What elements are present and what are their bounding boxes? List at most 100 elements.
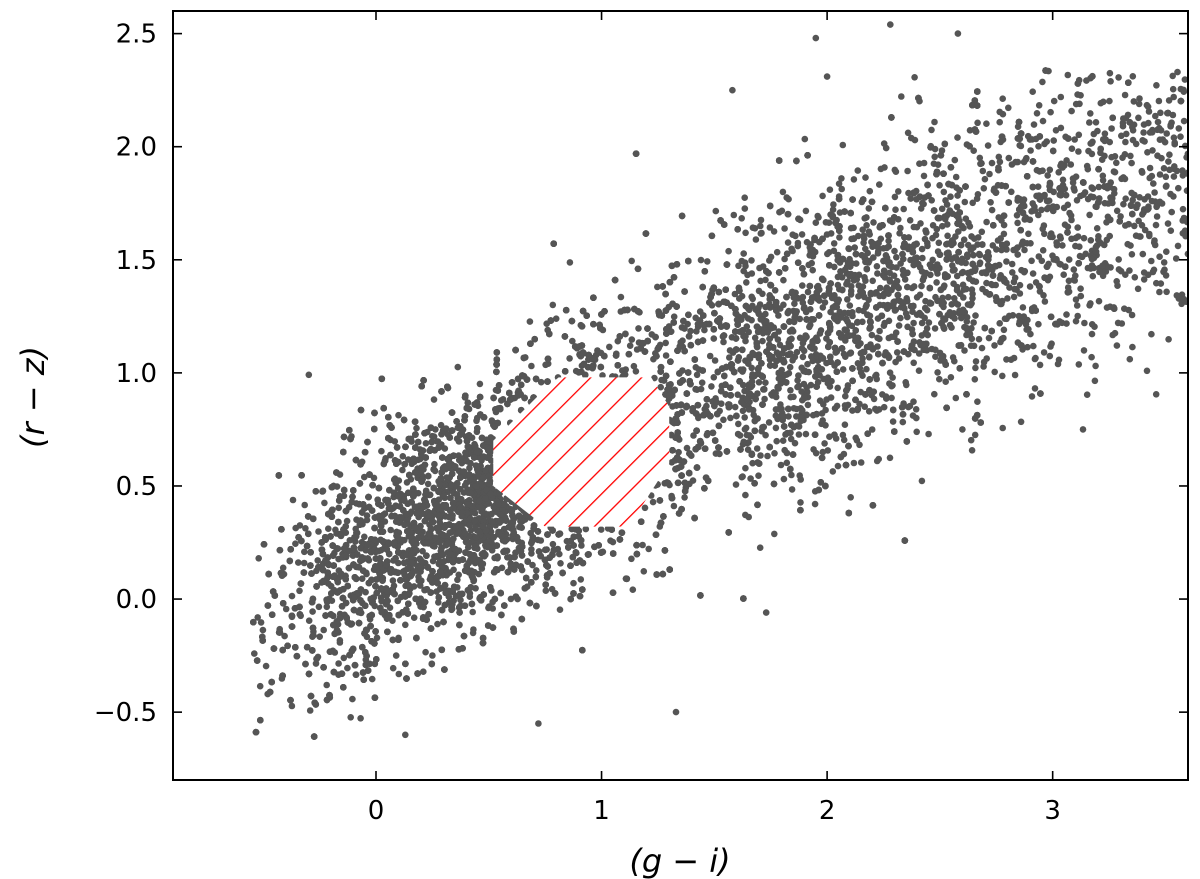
- scatter-points: [250, 21, 1188, 740]
- data-point: [597, 526, 605, 533]
- data-point: [799, 339, 807, 347]
- data-point: [429, 557, 437, 565]
- data-point: [340, 654, 348, 662]
- data-point: [295, 559, 302, 566]
- data-point: [349, 695, 356, 703]
- data-point: [899, 418, 907, 426]
- data-point: [323, 603, 331, 611]
- data-point: [315, 603, 323, 611]
- data-point: [485, 604, 492, 612]
- data-point: [429, 652, 436, 659]
- data-point: [256, 682, 264, 690]
- data-point: [306, 707, 314, 714]
- data-point: [718, 400, 725, 408]
- data-point: [599, 372, 606, 379]
- data-point: [681, 494, 688, 501]
- data-point: [819, 192, 826, 200]
- data-point: [305, 617, 313, 624]
- data-point: [773, 248, 781, 256]
- data-point: [727, 414, 734, 422]
- data-point: [262, 662, 270, 670]
- data-point: [743, 279, 750, 286]
- data-point: [675, 448, 682, 456]
- data-point: [1071, 136, 1078, 143]
- data-point: [606, 343, 613, 351]
- data-point: [738, 215, 745, 222]
- data-point: [305, 371, 313, 379]
- data-point: [814, 212, 821, 220]
- data-point: [279, 564, 287, 572]
- data-point: [387, 526, 395, 534]
- data-point: [839, 141, 847, 149]
- data-point: [296, 522, 304, 529]
- data-point: [859, 318, 866, 326]
- data-point: [431, 460, 438, 468]
- data-point: [826, 186, 834, 193]
- data-point: [422, 440, 430, 447]
- data-point: [978, 344, 986, 352]
- data-point: [742, 491, 749, 499]
- data-point: [683, 444, 691, 452]
- data-point: [476, 380, 484, 388]
- data-point: [1064, 71, 1072, 79]
- data-point: [358, 575, 366, 582]
- data-point: [712, 207, 720, 215]
- data-point: [335, 504, 343, 512]
- data-point: [781, 225, 788, 232]
- data-point: [796, 334, 804, 342]
- data-point: [419, 547, 426, 555]
- data-point: [347, 714, 355, 721]
- data-point: [1003, 258, 1010, 265]
- data-point: [1143, 367, 1151, 375]
- data-point: [629, 586, 637, 593]
- data-point: [1003, 246, 1010, 253]
- data-point: [537, 378, 545, 386]
- data-point: [497, 397, 505, 404]
- data-point: [254, 614, 261, 621]
- data-point: [582, 525, 590, 533]
- data-point: [424, 480, 432, 488]
- data-point: [893, 349, 901, 356]
- data-point: [300, 559, 308, 567]
- data-point: [690, 432, 697, 439]
- data-point: [552, 315, 560, 323]
- data-point: [1170, 93, 1177, 101]
- data-point: [403, 479, 411, 486]
- data-point: [1080, 234, 1088, 242]
- data-point: [787, 387, 794, 394]
- data-point: [1165, 336, 1172, 343]
- data-point: [907, 195, 914, 202]
- data-point: [405, 456, 412, 463]
- data-point: [466, 590, 474, 597]
- data-point: [323, 681, 331, 689]
- data-point: [701, 326, 708, 334]
- data-point: [455, 571, 463, 579]
- data-point: [430, 396, 438, 403]
- data-point: [529, 561, 536, 569]
- data-point: [566, 355, 573, 362]
- data-point: [395, 670, 403, 678]
- data-point: [557, 560, 564, 567]
- data-point: [732, 481, 740, 488]
- data-point: [296, 587, 303, 595]
- data-point: [533, 567, 540, 574]
- data-point: [259, 626, 267, 634]
- data-point: [416, 455, 424, 463]
- data-point: [812, 449, 820, 457]
- data-point: [720, 338, 727, 346]
- data-point: [392, 652, 400, 659]
- data-point: [670, 313, 678, 321]
- data-point: [756, 264, 763, 272]
- data-point: [710, 335, 718, 342]
- data-point: [681, 325, 688, 332]
- data-point: [632, 368, 640, 375]
- data-point: [251, 650, 258, 657]
- data-point: [528, 362, 535, 370]
- data-point: [829, 206, 837, 213]
- data-point: [569, 337, 576, 345]
- data-point: [879, 391, 886, 398]
- data-point: [640, 568, 648, 575]
- data-point: [566, 259, 574, 266]
- data-point: [895, 322, 903, 329]
- data-point: [594, 347, 601, 354]
